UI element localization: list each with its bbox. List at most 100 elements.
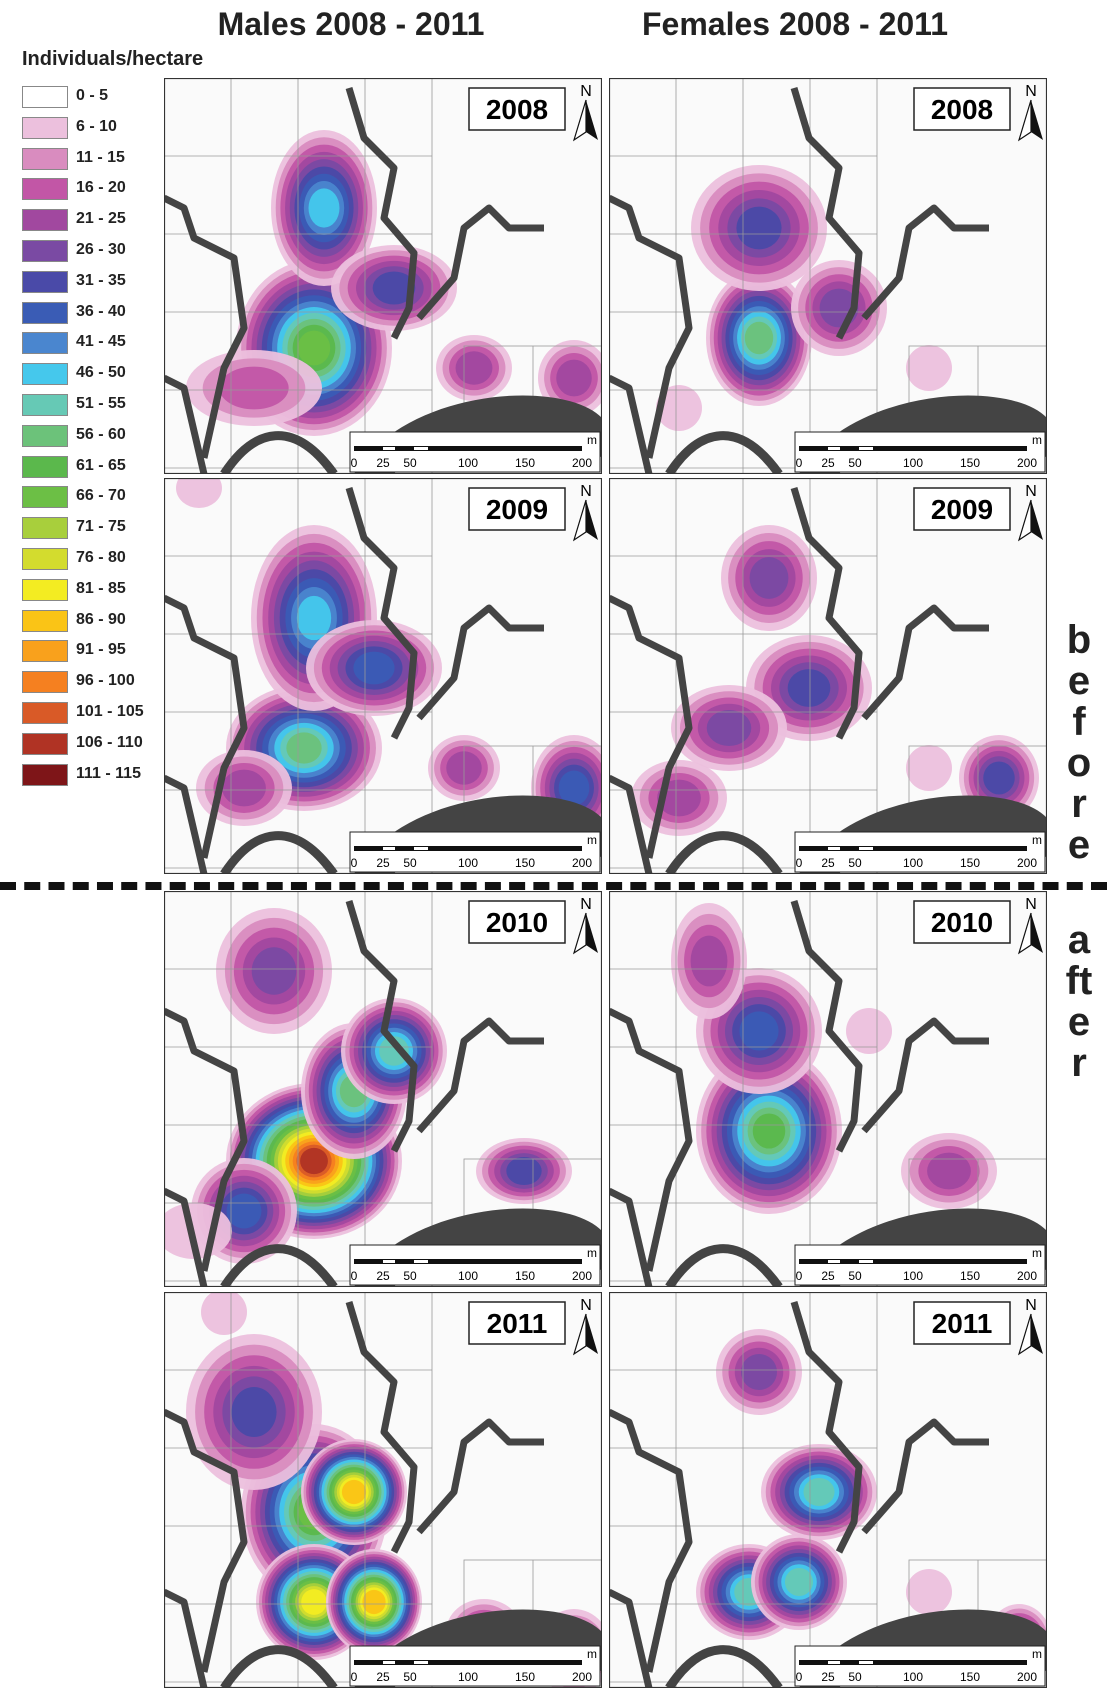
density-contour <box>222 769 266 807</box>
legend-swatch <box>22 609 68 632</box>
north-label: N <box>1025 1297 1037 1314</box>
legend-label: 56 - 60 <box>76 425 126 443</box>
scale-bar <box>414 1260 428 1263</box>
density-contour <box>558 770 590 806</box>
scale-bar <box>383 1661 395 1664</box>
scale-label: 25 <box>821 856 835 870</box>
legend-title: Individuals/hectare <box>22 48 204 70</box>
legend-label: 46 - 50 <box>76 364 126 382</box>
scale-label: 200 <box>1017 856 1037 870</box>
scale-bar <box>859 447 873 450</box>
density-contour <box>341 1479 367 1505</box>
river <box>609 194 693 459</box>
north-arrow <box>586 500 598 540</box>
river <box>609 374 653 474</box>
road <box>665 431 783 474</box>
legend-label: 86 - 90 <box>76 610 126 628</box>
map-panel: 2010 N 0 25 50 100 150 200 m <box>609 891 1047 1287</box>
scale-label: 150 <box>515 1269 535 1283</box>
scale-label: 25 <box>376 456 390 470</box>
scale-label: 0 <box>796 456 803 470</box>
road <box>665 1645 783 1688</box>
scale-label: 200 <box>1017 456 1037 470</box>
scale-unit: m <box>1032 833 1042 847</box>
panel-frame <box>609 478 1047 874</box>
road <box>220 1645 338 1688</box>
north-arrow <box>1031 913 1043 953</box>
year-box <box>468 87 566 131</box>
scale-bar <box>799 846 1027 851</box>
density-contour <box>983 761 1015 795</box>
north-label: N <box>580 83 592 100</box>
scale-box <box>794 1244 1046 1286</box>
scale-box <box>794 431 1046 473</box>
density-contour <box>906 345 952 391</box>
scale-bar <box>799 1660 1027 1665</box>
density-contour <box>656 385 702 431</box>
legend-swatch <box>22 517 68 540</box>
map-panel: 2008 N 0 25 50 100 150 200 m <box>164 78 602 474</box>
year-label: 2008 <box>486 94 548 125</box>
phase-label: before <box>1066 618 1092 867</box>
density-contour <box>231 1387 277 1437</box>
legend-swatch <box>22 301 68 324</box>
year-box <box>913 87 1011 131</box>
density-contour <box>219 366 289 410</box>
density-contour <box>906 1569 952 1615</box>
legend-label: 0 - 5 <box>76 87 109 104</box>
year-box <box>468 487 566 531</box>
river <box>861 204 989 321</box>
north-label: N <box>580 896 592 913</box>
density-contour <box>379 1036 409 1066</box>
legend-label: 96 - 100 <box>76 672 135 690</box>
scale-box <box>794 1645 1046 1687</box>
scale-unit: m <box>1032 433 1042 447</box>
year-label: 2009 <box>486 494 548 525</box>
river <box>164 374 208 474</box>
scale-label: 50 <box>848 456 862 470</box>
legend-label: 106 - 110 <box>76 733 143 751</box>
scale-box <box>349 1645 601 1687</box>
scale-bar <box>828 447 840 450</box>
scale-unit: m <box>1032 1647 1042 1661</box>
scale-label: 50 <box>403 1269 417 1283</box>
density-contour <box>455 351 493 385</box>
scale-bar <box>799 446 1027 451</box>
river <box>416 1418 544 1535</box>
river <box>609 1007 693 1272</box>
road <box>220 431 338 474</box>
river <box>609 1588 653 1688</box>
river <box>164 1187 208 1287</box>
density-contour <box>657 779 701 817</box>
scale-label: 25 <box>821 1269 835 1283</box>
river <box>609 774 653 874</box>
density-contour <box>251 947 297 995</box>
legend-swatch <box>22 394 68 416</box>
river <box>345 86 418 340</box>
river <box>345 486 418 740</box>
scale-label: 100 <box>903 456 923 470</box>
density-contour <box>784 1567 814 1597</box>
river <box>345 1300 418 1554</box>
scale-bar <box>828 847 840 850</box>
scale-label: 200 <box>572 1269 592 1283</box>
legend-swatch <box>22 178 68 201</box>
scale-label: 200 <box>572 1670 592 1684</box>
scale-label: 0 <box>796 856 803 870</box>
scale-bar <box>354 846 582 851</box>
river <box>164 194 248 459</box>
scale-label: 100 <box>903 1269 923 1283</box>
density-contour <box>744 321 774 355</box>
north-arrow <box>1031 100 1043 140</box>
scale-bar <box>414 447 428 450</box>
legend-swatch <box>22 209 68 232</box>
river <box>790 486 863 740</box>
scale-label: 0 <box>351 1670 358 1684</box>
density-contour <box>706 710 752 746</box>
scale-label: 200 <box>1017 1670 1037 1684</box>
legend-label: 11 - 15 <box>76 148 125 166</box>
legend-swatch <box>22 671 68 694</box>
river <box>790 899 863 1153</box>
legend-swatch <box>22 732 68 755</box>
